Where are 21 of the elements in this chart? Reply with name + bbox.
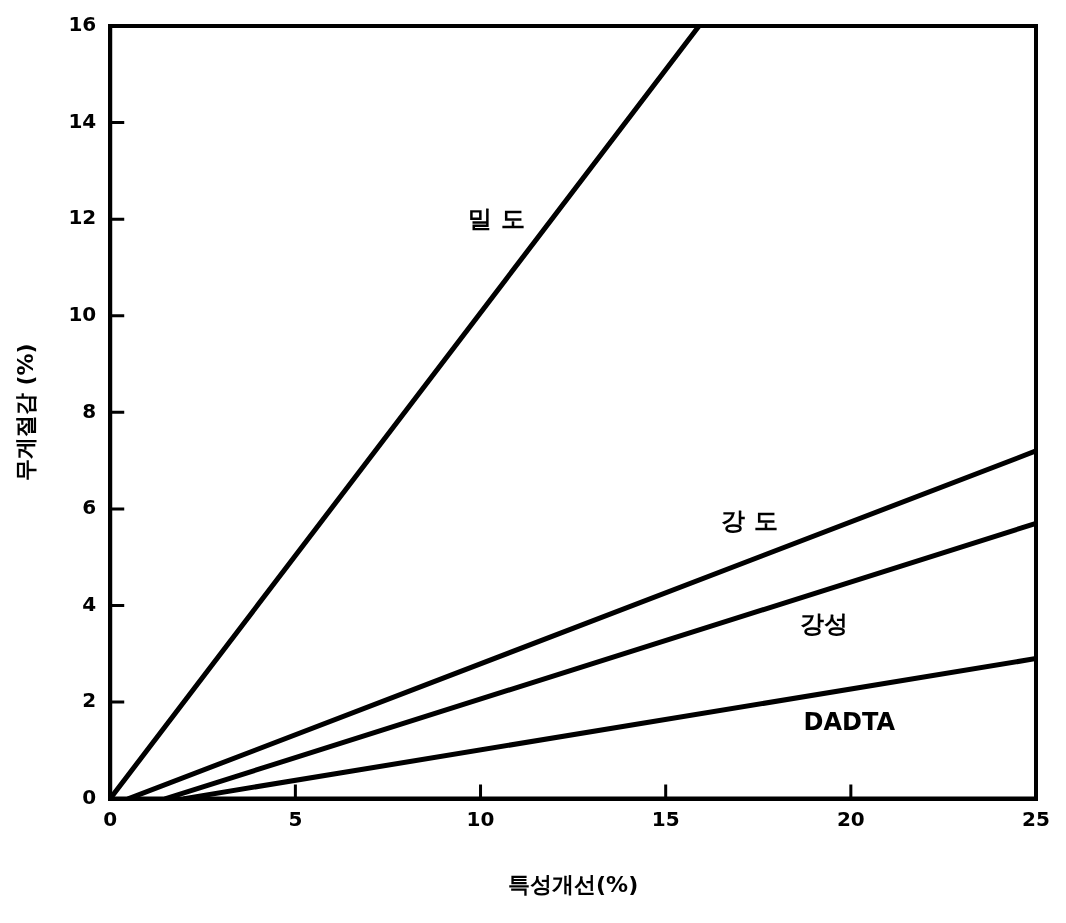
- x-tick-label: 0: [103, 806, 118, 831]
- y-tick-label: 10: [68, 301, 97, 326]
- y-tick-label: 4: [82, 591, 97, 616]
- x-tick-label: 10: [466, 806, 495, 831]
- series-label: DADTA: [803, 707, 896, 736]
- y-tick-label: 8: [82, 398, 97, 423]
- y-tick-label: 6: [82, 495, 97, 520]
- y-axis-title: 무게절감 (%): [12, 343, 38, 482]
- y-tick-label: 14: [68, 108, 97, 133]
- x-tick-label: 25: [1022, 806, 1050, 831]
- x-axis-title: 특성개선(%): [508, 871, 639, 897]
- y-tick-label: 0: [82, 784, 97, 809]
- y-tick-label: 2: [82, 688, 97, 713]
- x-tick-label: 20: [836, 806, 865, 831]
- y-tick-label: 12: [68, 205, 97, 230]
- x-tick-label: 5: [288, 806, 303, 831]
- series-label: 강 도: [721, 507, 778, 536]
- y-tick-label: 16: [68, 12, 97, 37]
- series-label: 강성: [799, 610, 848, 639]
- x-tick-label: 15: [651, 806, 680, 831]
- series-label: 밀 도: [468, 205, 525, 234]
